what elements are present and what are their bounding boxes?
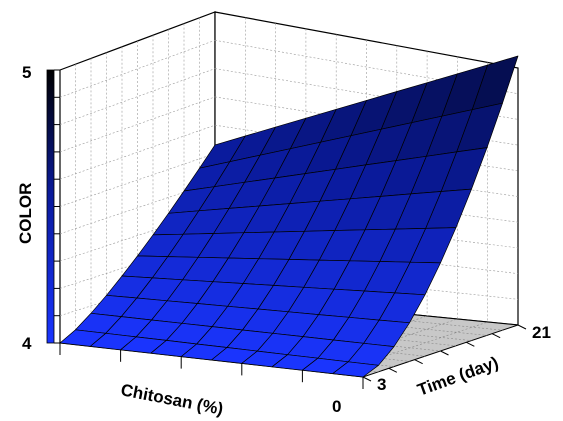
left-wall-hline xyxy=(59,153,216,207)
surface-patch xyxy=(332,361,379,378)
left-wall-hline xyxy=(59,209,216,262)
z-tick-label-max: 5 xyxy=(22,63,31,82)
y-axis-tick xyxy=(388,367,398,373)
y-tick-label-21: 21 xyxy=(532,323,551,342)
axis-ticks xyxy=(54,69,527,389)
y-axis-tick xyxy=(517,324,527,330)
z-tick-label-min: 4 xyxy=(22,334,32,353)
left-wall-hline xyxy=(59,40,216,98)
response-surface xyxy=(59,55,519,378)
y-axis-tick xyxy=(466,341,475,347)
y-tick-label-3: 3 xyxy=(377,375,386,394)
colorbar xyxy=(46,69,55,344)
y-axis-tick xyxy=(362,376,372,382)
x-tick-label-0: 0 xyxy=(332,397,341,416)
y-axis-tick xyxy=(440,350,449,356)
x-axis-label: Chitosan (%) xyxy=(119,380,225,418)
y-axis-tick xyxy=(491,333,501,339)
y-axis-tick xyxy=(414,359,423,365)
left-wall-hline xyxy=(59,96,216,153)
left-wall-hline xyxy=(59,68,216,125)
floor-line-u xyxy=(332,321,488,374)
y-axis-label: Time (day) xyxy=(415,353,501,400)
z-axis-label: COLOR xyxy=(16,183,35,244)
left-wall-hline xyxy=(59,124,216,180)
